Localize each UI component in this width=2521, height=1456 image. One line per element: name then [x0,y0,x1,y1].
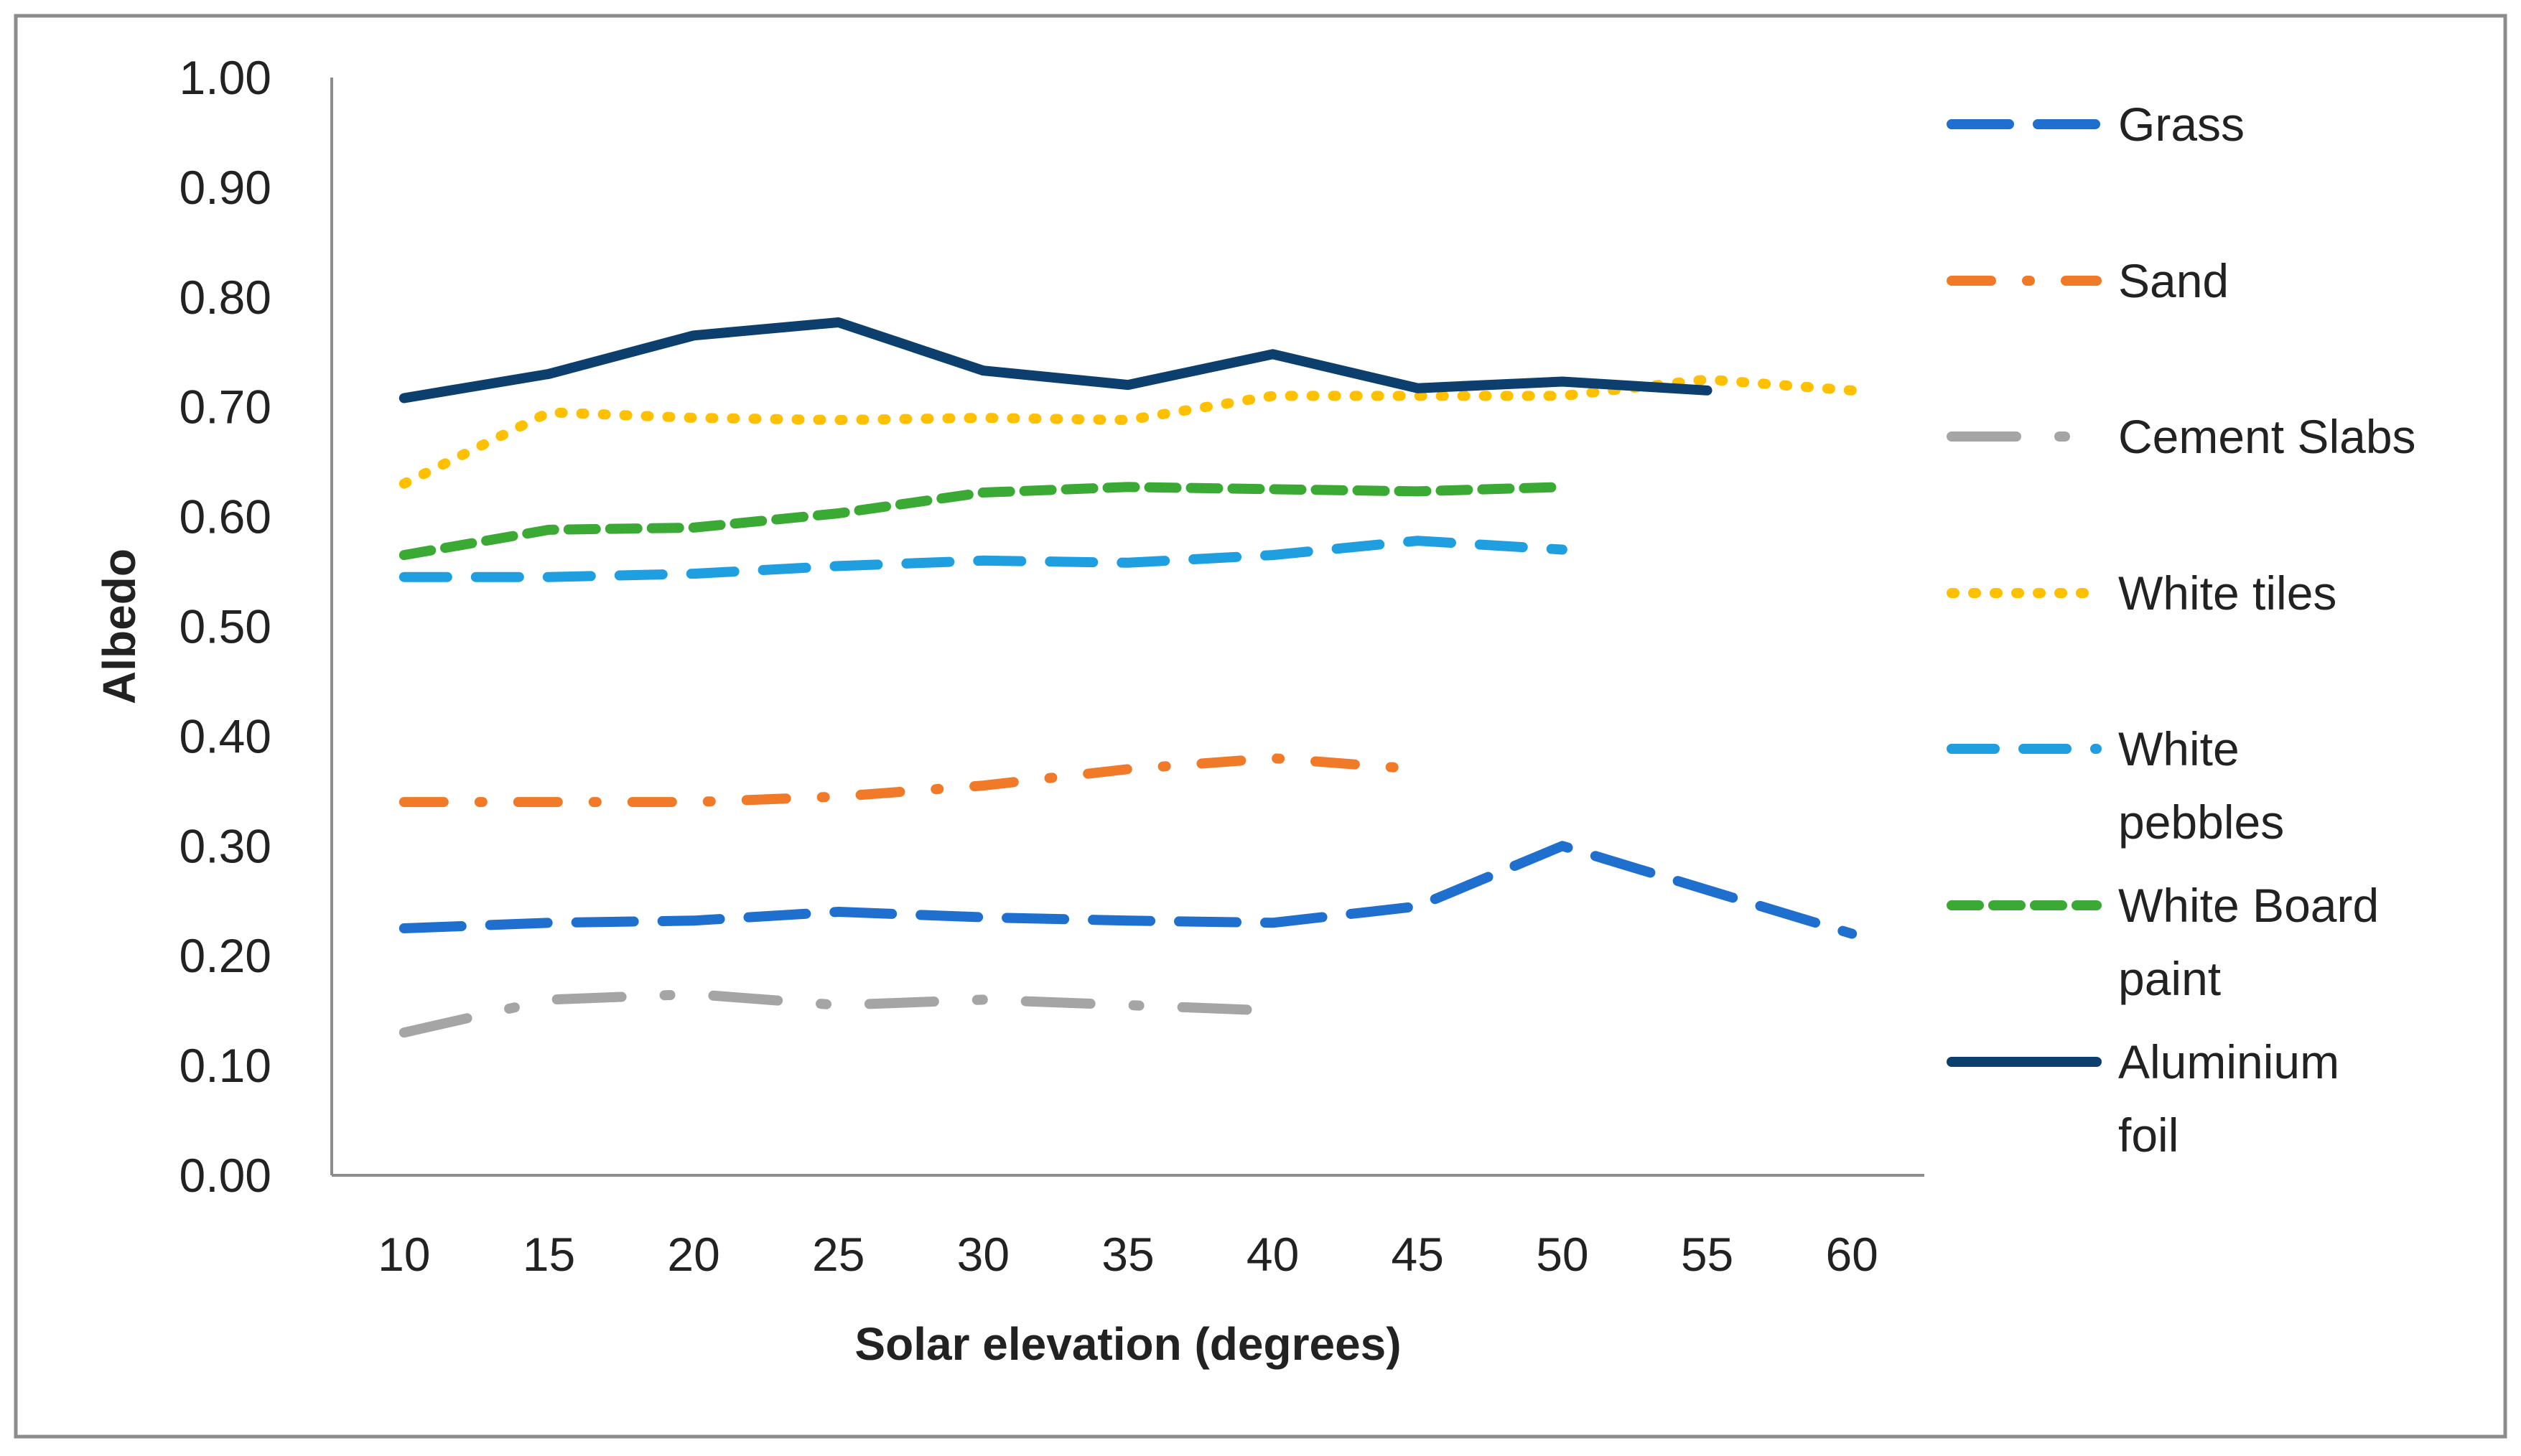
x-axis-title: Solar elevation (degrees) [854,1318,1401,1370]
legend-entry-grass: Grass [1947,98,2245,151]
y-tick-label: 0.10 [180,1039,271,1092]
x-tick-label: 35 [1101,1228,1154,1281]
x-tick-label: 10 [378,1228,430,1281]
x-tick-label: 15 [523,1228,575,1281]
legend-label: Aluminium foil [2118,1035,2339,1162]
legend-label: Sand [2118,254,2229,307]
series-line-white-pebbles [399,536,1567,582]
y-tick-label: 1.00 [180,51,271,104]
legend: Grass Sand Cement Slabs White tiles White peb… [1947,98,2416,1162]
legend-entry-cement-slabs: Cement Slabs [1947,410,2416,463]
legend-label: White Board paint [2118,879,2379,1005]
y-tick-label: 0.40 [180,709,271,762]
series-line-white-tiles [399,374,1858,489]
y-axis-title: Albedo [93,549,145,704]
y-tick-label: 0.90 [180,161,271,214]
legend-entry-white-tiles: White tiles [1947,566,2336,620]
series-line-grass [399,841,1858,939]
y-tick-label: 0.30 [180,819,271,872]
legend-entry-aluminium-foil: Aluminium foil [1947,1035,2339,1162]
series-lines [399,317,1858,1038]
legend-label: Grass [2118,98,2245,151]
x-tick-label: 40 [1246,1228,1299,1281]
legend-entry-sand: Sand [1947,254,2229,307]
y-tick-label: 0.80 [180,271,271,324]
legend-label: White pebbles [2118,722,2284,849]
x-tick-label: 50 [1536,1228,1588,1281]
y-tick-label: 0.50 [180,600,271,653]
x-tick-label: 30 [957,1228,1010,1281]
y-tick-label: 0.60 [180,490,271,543]
x-tick-label: 45 [1392,1228,1444,1281]
axes: 0.00 0.10 0.20 0.30 0.40 0.50 0.60 0.70 0.80 0.90… [93,51,1924,1370]
chart-border [14,14,2507,1439]
x-tick-label: 20 [667,1228,719,1281]
x-tick-label: 55 [1681,1228,1733,1281]
legend-entry-white-board-paint: White Board paint [1947,879,2379,1005]
x-tick-label: 25 [812,1228,865,1281]
x-tick-label: 60 [1825,1228,1878,1281]
y-tick-label: 0.00 [180,1149,271,1202]
series-line-aluminium-foil [399,317,1712,403]
y-tick-label: 0.70 [180,381,271,434]
legend-entry-white-pebbles: White pebbles [1947,722,2284,849]
y-tick-label: 0.20 [180,929,271,982]
legend-label: White tiles [2118,566,2336,620]
series-line-white-board-paint [399,482,1567,561]
legend-label: Cement Slabs [2118,410,2416,463]
